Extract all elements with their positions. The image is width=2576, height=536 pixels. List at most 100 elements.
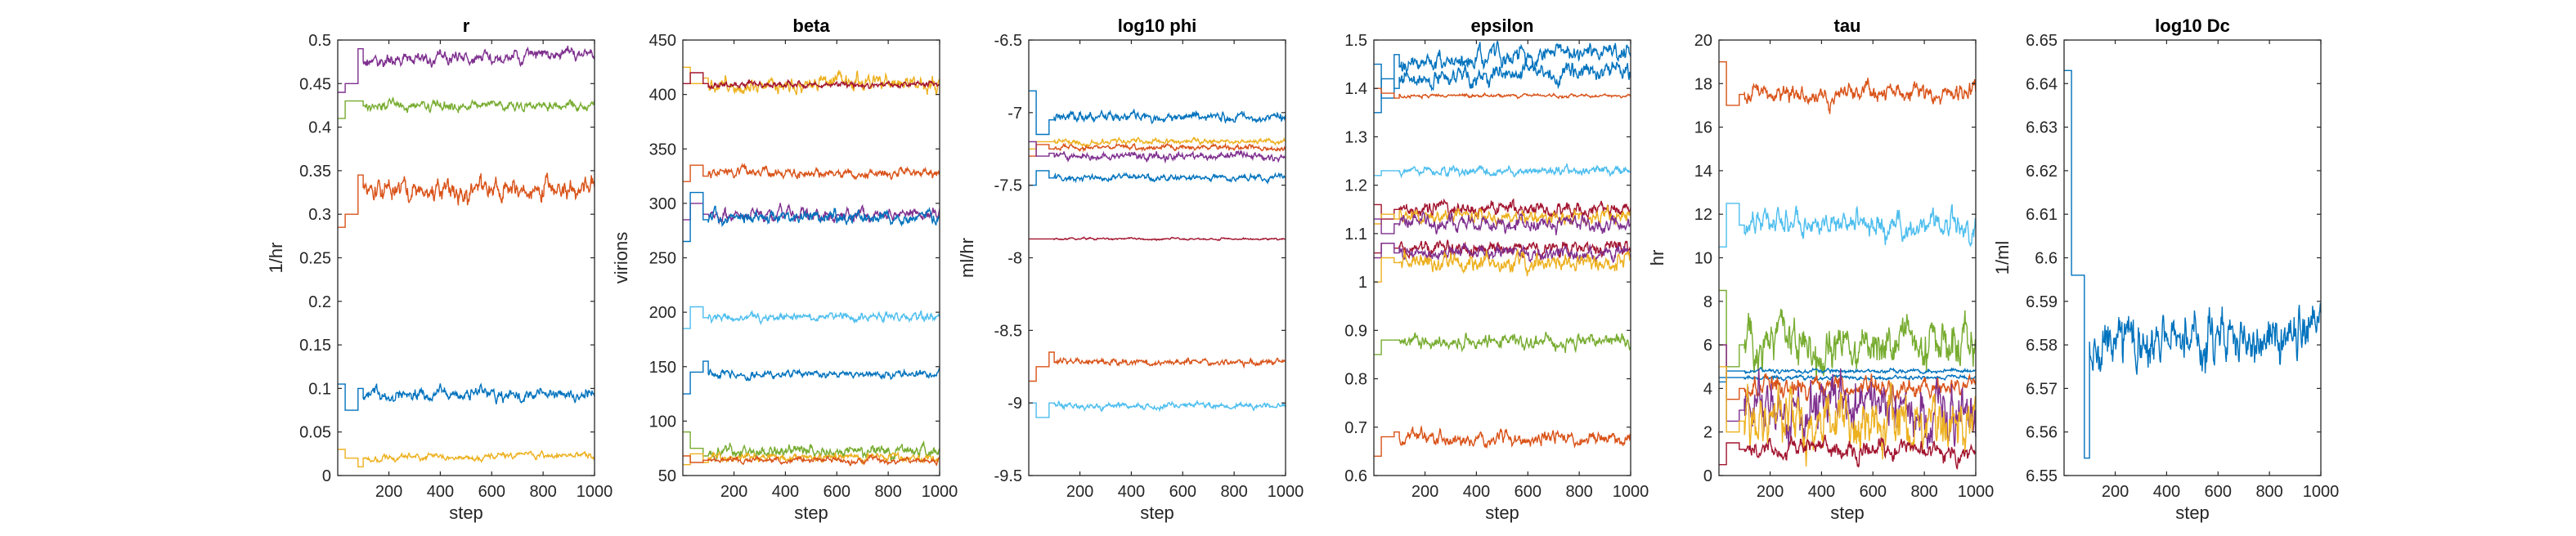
y-tick-label: 0.45 (299, 75, 331, 93)
y-tick-label: 6.59 (2026, 293, 2058, 311)
x-tick-label: 400 (427, 483, 454, 501)
series-line (1374, 203, 1631, 227)
x-tick-label: 600 (1860, 483, 1887, 501)
y-tick-label: -9.5 (994, 467, 1022, 485)
x-axis-label: step (449, 502, 483, 523)
y-tick-label: 0 (322, 467, 331, 485)
y-tick-label: 6.57 (2026, 380, 2058, 398)
x-tick-label: 400 (1463, 483, 1490, 501)
series-line (1374, 210, 1631, 235)
series-line (1029, 236, 1286, 242)
y-tick-label: 0.15 (299, 337, 331, 355)
x-tick-label: 600 (1515, 483, 1542, 501)
series-line (683, 191, 940, 243)
y-tick-label: 0.35 (299, 163, 331, 181)
series-line (338, 382, 595, 411)
y-tick-label: 0.1 (308, 380, 331, 398)
series-line (1374, 248, 1631, 283)
x-axis-label: step (1140, 502, 1174, 523)
x-tick-label: 600 (824, 483, 850, 501)
y-tick-label: 0 (1703, 467, 1712, 485)
y-axis-label: 1/hr (266, 243, 286, 274)
series-line (1374, 163, 1631, 179)
y-tick-label: 350 (649, 141, 676, 159)
panel-title: log10 phi (1118, 16, 1197, 36)
x-tick-label: 200 (1066, 483, 1093, 501)
series-line (1374, 198, 1631, 220)
x-tick-label: 800 (1910, 483, 1937, 501)
y-tick-label: 12 (1694, 206, 1712, 224)
x-tick-label: 1000 (1268, 483, 1304, 501)
y-axis-label: ml/hr (957, 238, 977, 278)
y-axis-label: 1/ml (1992, 241, 2013, 275)
y-tick-label: 6.62 (2026, 163, 2058, 181)
x-axis-label: step (1830, 502, 1865, 523)
y-tick-label: 1.2 (1344, 177, 1367, 195)
series-line (1029, 399, 1286, 418)
x-tick-label: 1000 (922, 483, 958, 501)
y-tick-label: 6.61 (2026, 206, 2058, 224)
x-tick-label: 200 (2102, 483, 2129, 501)
y-tick-label: 300 (649, 195, 676, 213)
panel-title: tau (1834, 16, 1861, 36)
series-line (1719, 289, 1977, 380)
series-line (683, 66, 940, 96)
series-line (1029, 170, 1286, 186)
x-tick-label: 600 (2205, 483, 2232, 501)
series-line (1374, 425, 1631, 457)
y-tick-label: 0.3 (308, 206, 331, 224)
y-tick-label: 2 (1703, 424, 1712, 442)
y-tick-label: 6.56 (2026, 424, 2058, 442)
y-tick-label: 4 (1703, 380, 1712, 398)
series-line (683, 72, 940, 90)
y-tick-label: 10 (1694, 250, 1712, 268)
series-line (338, 172, 595, 228)
x-tick-label: 400 (2153, 483, 2180, 501)
y-tick-label: -9 (1008, 395, 1022, 413)
series-line (1719, 203, 1977, 248)
y-tick-label: 6.63 (2026, 119, 2058, 137)
y-tick-label: 6.58 (2026, 337, 2058, 355)
panel-title: r (463, 16, 470, 36)
y-tick-label: -8 (1008, 250, 1022, 268)
y-tick-label: 450 (649, 32, 676, 50)
y-axis-label: hr (1647, 250, 1667, 266)
y-tick-label: 1.1 (1344, 226, 1367, 243)
axes-box (1028, 39, 1286, 476)
series-line (1719, 366, 1977, 467)
y-tick-label: 6 (1703, 337, 1712, 355)
panel-5: 200 400 600 800 1000 0 2 4 6 8 10 12 14 16 18 20 tau step… (1647, 16, 1994, 523)
series-line (1374, 239, 1631, 261)
panel-2: 200 400 600 800 1000 50 100 150 200 250 300 350 400 4… (611, 16, 958, 523)
y-tick-label: 1 (1358, 274, 1367, 292)
series-line (683, 454, 940, 467)
series-line (338, 45, 595, 93)
y-tick-label: 18 (1694, 75, 1712, 93)
axes-box (1373, 39, 1631, 476)
series-line (1374, 58, 1631, 114)
x-tick-label: 200 (375, 483, 402, 501)
y-tick-label: 100 (649, 413, 676, 431)
y-tick-label: 250 (649, 250, 676, 268)
y-tick-label: 0.05 (299, 424, 331, 442)
x-tick-label: 1000 (577, 483, 613, 501)
y-tick-label: 0.4 (308, 119, 331, 137)
y-tick-label: 150 (649, 359, 676, 377)
series-line (1029, 90, 1286, 136)
x-tick-label: 800 (1565, 483, 1592, 501)
x-tick-label: 800 (2255, 483, 2282, 501)
y-tick-label: 1.5 (1344, 32, 1367, 50)
y-tick-label: 0.7 (1344, 419, 1367, 437)
x-tick-label: 1000 (1613, 483, 1649, 501)
y-tick-label: 6.65 (2026, 32, 2058, 50)
y-tick-label: 0.2 (308, 293, 331, 311)
y-tick-label: 0.5 (308, 32, 331, 50)
series-line (683, 360, 940, 395)
x-tick-label: 200 (1757, 483, 1784, 501)
x-tick-label: 600 (478, 483, 505, 501)
series-line (1029, 136, 1286, 150)
y-tick-label: 6.55 (2026, 467, 2058, 485)
y-tick-label: -6.5 (994, 32, 1022, 50)
axes-box (682, 39, 940, 476)
y-tick-label: 1.3 (1344, 128, 1367, 146)
